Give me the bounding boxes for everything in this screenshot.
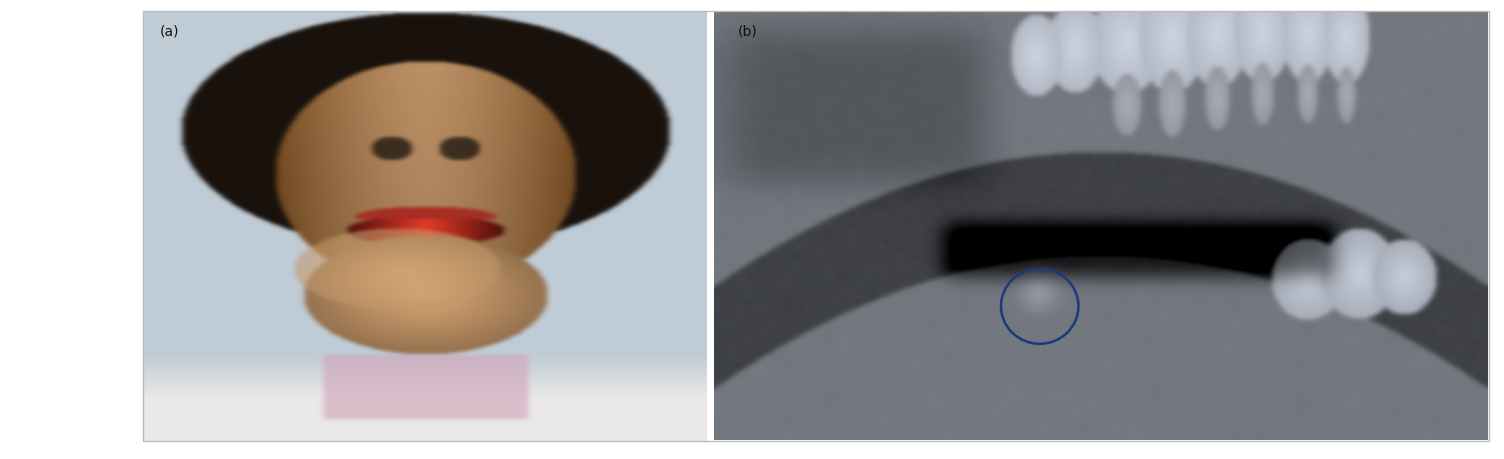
Text: (a): (a) [159,24,179,38]
Text: (b): (b) [737,24,758,38]
